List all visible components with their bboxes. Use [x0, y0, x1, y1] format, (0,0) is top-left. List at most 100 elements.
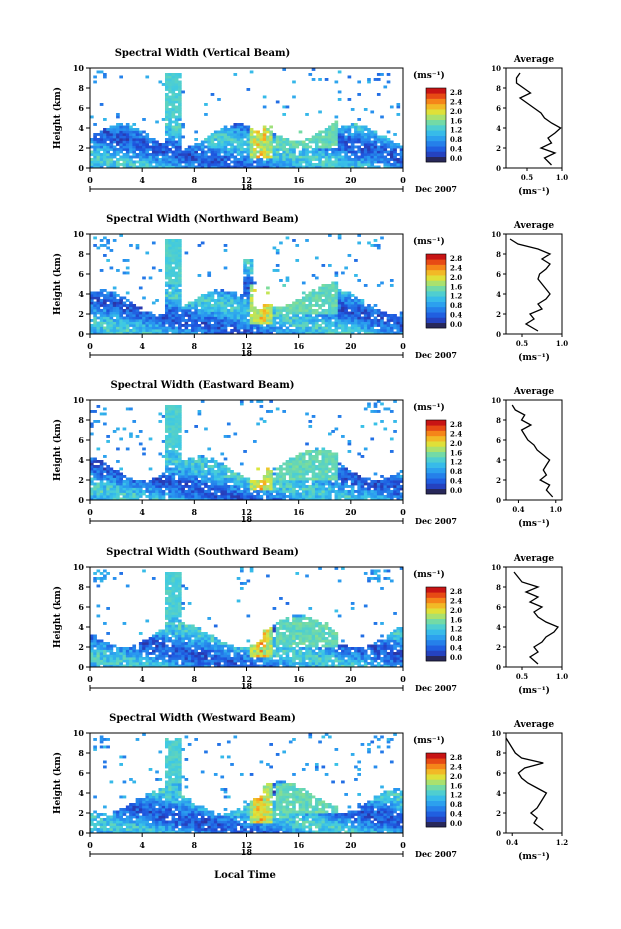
- heatmap-cell: [367, 490, 371, 493]
- heatmap-cell: [106, 321, 110, 325]
- heatmap-cell: [370, 314, 375, 317]
- heatmap-cell: [344, 480, 348, 483]
- heatmap-cell: [324, 452, 329, 456]
- heatmap-cell: [236, 321, 241, 325]
- heatmap-cell: [178, 415, 182, 418]
- x-tick-label: 0: [87, 507, 93, 517]
- heatmap-cell: [151, 324, 156, 327]
- heatmap-cell: [171, 410, 176, 413]
- heatmap-cell: [386, 331, 391, 334]
- heatmap-cell: [275, 145, 280, 149]
- heatmap-cell: [171, 599, 176, 603]
- heatmap-cell: [272, 324, 277, 327]
- heatmap-cell: [171, 634, 176, 638]
- heatmap-cell: [367, 128, 371, 131]
- heatmap-cell: [226, 316, 231, 320]
- heatmap-cell: [282, 138, 287, 141]
- heatmap-cell: [223, 294, 228, 297]
- heatmap-cell: [262, 326, 267, 330]
- heatmap-cell: [103, 482, 107, 486]
- heatmap-cell: [308, 160, 313, 164]
- heatmap-cell: [328, 492, 332, 496]
- colorbar-tick-label: 0.0: [450, 320, 462, 329]
- heatmap-cell: [334, 306, 339, 310]
- heatmap-cell: [122, 138, 127, 141]
- heatmap-cell: [328, 163, 332, 166]
- heatmap-cell: [282, 150, 287, 154]
- heatmap-cell: [178, 455, 182, 458]
- heatmap-cell: [135, 138, 140, 141]
- heatmap-cell: [324, 462, 329, 466]
- heatmap-cell: [178, 158, 182, 161]
- heatmap-cell: [103, 649, 107, 653]
- heatmap-cell: [370, 492, 375, 496]
- heatmap-cell: [298, 472, 303, 476]
- heatmap-cell: [129, 492, 133, 496]
- heatmap-cell: [386, 321, 391, 325]
- heatmap-cell: [174, 311, 179, 315]
- heatmap-cell: [266, 410, 270, 413]
- heatmap-cell: [90, 150, 94, 154]
- heatmap-cell: [90, 470, 94, 473]
- heatmap-cell: [220, 492, 225, 496]
- heatmap-cell: [158, 329, 163, 332]
- heatmap-cell: [135, 128, 140, 131]
- heatmap-cell: [106, 314, 110, 317]
- heatmap-cell: [99, 412, 104, 416]
- heatmap-cell: [373, 472, 378, 476]
- heatmap-cell: [122, 324, 127, 327]
- heatmap-cell: [275, 155, 280, 159]
- heatmap-cell: [217, 153, 221, 156]
- heatmap-cell: [249, 135, 254, 139]
- heatmap-cell: [142, 140, 146, 144]
- heatmap-cell: [301, 299, 306, 302]
- heatmap-cell: [148, 492, 153, 496]
- heatmap-cell: [246, 269, 251, 272]
- heatmap-cell: [236, 145, 241, 149]
- heatmap-cell: [90, 467, 94, 471]
- heatmap-cell: [103, 422, 107, 426]
- heatmap-cell: [197, 329, 202, 332]
- heatmap-cell: [200, 148, 205, 151]
- heatmap-cell: [266, 467, 270, 471]
- heatmap-cell: [350, 150, 355, 154]
- heatmap-cell: [341, 480, 345, 483]
- heatmap-cell: [145, 495, 150, 498]
- heatmap-cell: [337, 415, 342, 418]
- heatmap-cell: [226, 128, 231, 131]
- heatmap-cell: [191, 460, 195, 463]
- heatmap-cell: [223, 128, 228, 131]
- heatmap-cell: [145, 160, 150, 164]
- heatmap-cell: [164, 316, 169, 320]
- heatmap-cell: [376, 155, 381, 159]
- heatmap-cell: [373, 150, 378, 154]
- heatmap-cell: [158, 316, 163, 320]
- heatmap-cell: [148, 664, 153, 667]
- heatmap-cell: [246, 140, 251, 144]
- heatmap-cell: [318, 78, 322, 81]
- heatmap-cell: [318, 304, 322, 307]
- heatmap-cell: [155, 331, 159, 334]
- heatmap-cell: [275, 138, 280, 141]
- heatmap-cell: [164, 437, 169, 441]
- heatmap-cell: [373, 145, 378, 149]
- heatmap-cell: [318, 296, 322, 300]
- heatmap-cell: [171, 311, 176, 315]
- heatmap-cell: [220, 452, 225, 456]
- heatmap-cell: [269, 321, 273, 325]
- heatmap-cell: [178, 160, 182, 164]
- heatmap-cell: [246, 301, 251, 305]
- heatmap-cell: [142, 485, 146, 488]
- heatmap-cell: [282, 319, 287, 322]
- heatmap-cell: [399, 487, 403, 491]
- heatmap-cell: [344, 490, 348, 493]
- heatmap-cell: [321, 329, 326, 332]
- heatmap-cell: [363, 497, 368, 500]
- heatmap-cell: [279, 492, 283, 496]
- heatmap-cell: [197, 324, 202, 327]
- heatmap-cell: [217, 470, 221, 473]
- heatmap-cell: [272, 155, 277, 159]
- heatmap-cell: [158, 482, 163, 486]
- heatmap-cell: [168, 254, 172, 257]
- heatmap-cell: [119, 475, 123, 478]
